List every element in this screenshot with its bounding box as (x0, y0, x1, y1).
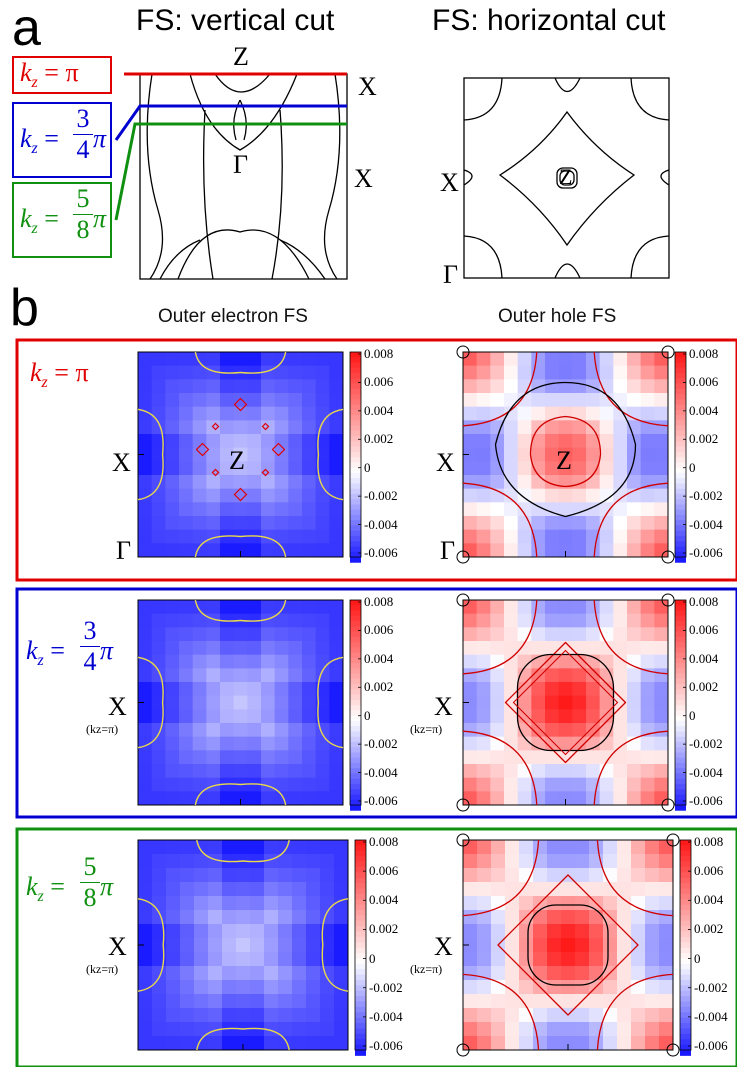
kz-3-4-pi: π (93, 124, 107, 153)
colorbar-tick: 0.008 (689, 594, 719, 609)
colorbar-tick: -0.004 (689, 764, 723, 780)
colorbar-tick: 0.006 (689, 622, 719, 638)
row2-kz-label: kz = (26, 636, 65, 670)
colorbar-tick: 0 (364, 459, 371, 475)
colorbar-tick: 0.008 (369, 834, 399, 849)
colorbar-tick: -0.004 (364, 516, 398, 532)
row2-kz-pi: π (100, 636, 114, 665)
colorbar-tick: 0.006 (364, 374, 394, 390)
row1-x-right: X (436, 448, 455, 477)
colorbar-tick: 0.008 (364, 346, 394, 361)
col-title-hole: Outer hole FS (498, 306, 617, 327)
colorbar-tick: -0.004 (689, 516, 723, 532)
colorbar-tick: -0.006 (364, 545, 398, 560)
kz-3-4-box (12, 102, 112, 178)
colorbar-tick: 0.002 (364, 431, 394, 447)
kz-5-8-box (12, 182, 112, 258)
row3-kz-label: kz = (26, 872, 65, 906)
horizontal-cut-frame (463, 77, 670, 279)
colorbar-tick: -0.002 (689, 736, 723, 752)
row2-xsub-left: (kz=π) (86, 722, 119, 736)
colorbar-tick: -0.002 (364, 488, 398, 504)
colorbar-tick: 0.006 (689, 374, 719, 390)
row3-kz-pi: π (100, 872, 114, 901)
row2-x-right: X (434, 692, 453, 721)
horizontal-cut-fs-lines (463, 77, 670, 279)
kz-5-8-label: kz = (20, 204, 59, 238)
row1-kz-label: kz = π (30, 358, 89, 392)
colorbar-tick: -0.002 (694, 979, 728, 995)
colorbar-tick: -0.006 (694, 1038, 728, 1053)
row3-xsub-left: (kz=π) (86, 962, 119, 976)
row1-gamma-right: Γ (440, 536, 456, 565)
colorbar-tick: -0.006 (369, 1038, 403, 1053)
label-X-vertical-top: X (358, 72, 377, 101)
row3-x-left: X (108, 932, 127, 961)
row2-xsub-right: (kz=π) (410, 722, 443, 736)
colorbar-tick: 0.004 (689, 402, 719, 418)
colorbar-tick: -0.004 (364, 764, 398, 780)
colorbar-tick: 0.002 (369, 921, 399, 937)
colorbar-tick: 0.002 (689, 679, 719, 695)
colorbar-tick: 0.004 (364, 650, 394, 666)
colorbar-tick: 0.004 (694, 892, 724, 908)
colorbar-tick: 0.008 (689, 346, 719, 361)
col-title-electron: Outer electron FS (158, 306, 308, 327)
label-Gamma-vertical: Γ (233, 150, 249, 179)
horizontal-cut-title: FS: horizontal cut (432, 4, 666, 37)
label-Gamma-horizontal: Γ (443, 260, 459, 289)
colorbar-tick: -0.006 (689, 545, 723, 560)
row1-z-right: Z (556, 446, 572, 475)
colorbar-tick: -0.004 (694, 1008, 728, 1024)
vertical-cut-title: FS: vertical cut (136, 4, 335, 37)
kz-5-8-pi: π (93, 204, 107, 233)
label-X-vertical-mid: X (354, 164, 373, 193)
panel-letter-a: a (12, 0, 41, 57)
row3-x-right: X (434, 932, 453, 961)
colorbar-tick: 0.004 (369, 892, 399, 908)
label-Z-vertical: Z (233, 42, 249, 71)
colorbar-tick: 0.002 (689, 431, 719, 447)
colorbar-tick: -0.002 (364, 736, 398, 752)
colorbar-tick: -0.004 (369, 1008, 403, 1024)
colorbar-tick: 0.002 (364, 679, 394, 695)
panel-letter-b: b (10, 279, 39, 337)
colorbar-tick: 0 (364, 707, 371, 723)
heatmap-group (137, 345, 692, 1057)
vertical-cut-fs-lines (146, 73, 341, 280)
row3-xsub-right: (kz=π) (410, 962, 443, 976)
colorbar-tick: 0.008 (694, 834, 724, 849)
row2-x-left: X (108, 692, 127, 721)
colorbar-tick: 0.002 (694, 921, 724, 937)
colorbar-tick: 0.006 (369, 863, 399, 879)
row1-gamma-left: Γ (116, 536, 132, 565)
colorbar-tick: 0.006 (694, 863, 724, 879)
colorbar-tick: 0 (694, 950, 701, 966)
colorbar-tick: 0.008 (364, 594, 394, 609)
label-X-horizontal: X (440, 168, 459, 197)
row1-x-left: X (112, 448, 131, 477)
colorbar-tick: 0 (369, 950, 376, 966)
colorbar-tick: -0.006 (689, 793, 723, 808)
kz-pi-box (12, 56, 112, 94)
label-Z-horizontal: Z (559, 164, 573, 189)
colorbar-tick: 0 (689, 707, 696, 723)
colorbar-tick: -0.002 (369, 979, 403, 995)
colorbar-tick: -0.002 (689, 488, 723, 504)
kz-3-4-label: kz = (20, 124, 59, 158)
colorbar-tick: 0.004 (689, 650, 719, 666)
colorbar-tick: 0 (689, 459, 696, 475)
colorbar-tick: 0.006 (364, 622, 394, 638)
kz-pi-label: kz = π (20, 58, 79, 92)
colorbar-tick: 0.004 (364, 402, 394, 418)
row1-z-left: Z (229, 446, 245, 475)
colorbar-tick: -0.006 (364, 793, 398, 808)
